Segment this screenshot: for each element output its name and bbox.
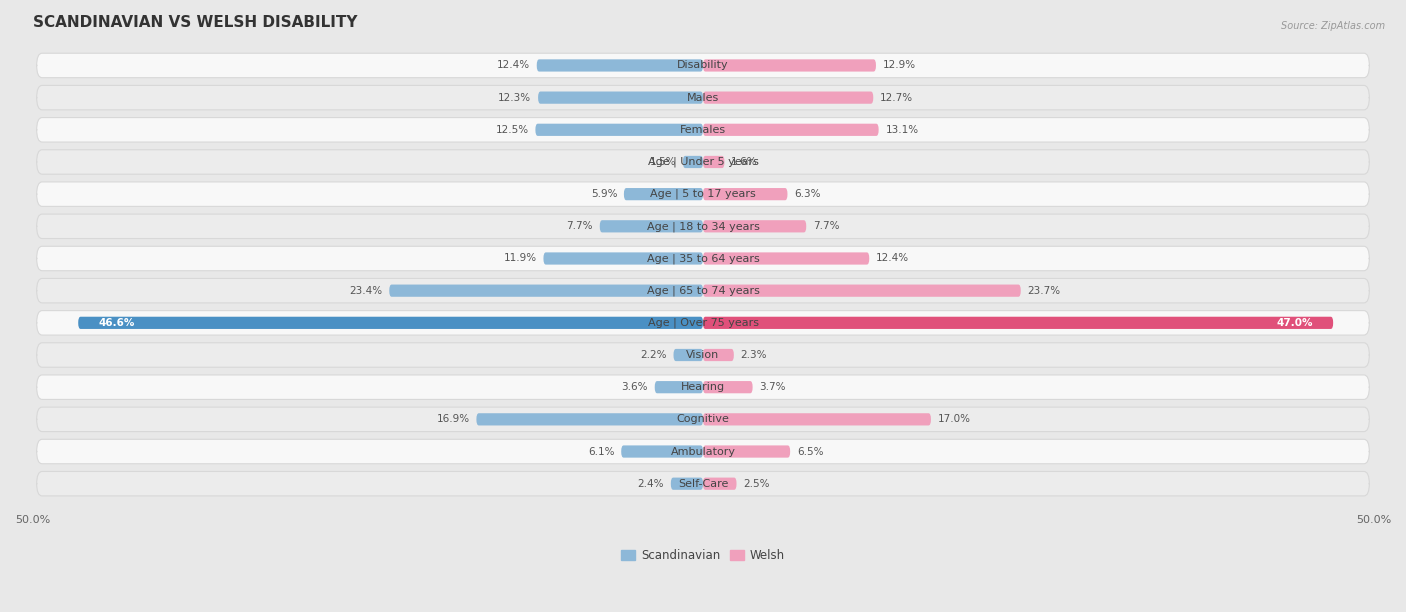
FancyBboxPatch shape xyxy=(389,285,703,297)
FancyBboxPatch shape xyxy=(621,446,703,458)
FancyBboxPatch shape xyxy=(703,92,873,104)
FancyBboxPatch shape xyxy=(703,252,869,264)
FancyBboxPatch shape xyxy=(703,156,724,168)
FancyBboxPatch shape xyxy=(37,439,1369,464)
Text: 3.7%: 3.7% xyxy=(759,382,786,392)
Text: 2.2%: 2.2% xyxy=(640,350,666,360)
FancyBboxPatch shape xyxy=(671,477,703,490)
Text: 23.7%: 23.7% xyxy=(1028,286,1060,296)
Text: Ambulatory: Ambulatory xyxy=(671,447,735,457)
FancyBboxPatch shape xyxy=(703,381,752,394)
FancyBboxPatch shape xyxy=(37,375,1369,400)
Text: 7.7%: 7.7% xyxy=(813,222,839,231)
FancyBboxPatch shape xyxy=(655,381,703,394)
Text: Age | 65 to 74 years: Age | 65 to 74 years xyxy=(647,285,759,296)
Text: 6.5%: 6.5% xyxy=(797,447,824,457)
FancyBboxPatch shape xyxy=(37,86,1369,110)
FancyBboxPatch shape xyxy=(37,246,1369,271)
Text: Self-Care: Self-Care xyxy=(678,479,728,489)
FancyBboxPatch shape xyxy=(37,278,1369,303)
Text: Source: ZipAtlas.com: Source: ZipAtlas.com xyxy=(1281,21,1385,31)
FancyBboxPatch shape xyxy=(703,124,879,136)
Text: Age | 18 to 34 years: Age | 18 to 34 years xyxy=(647,221,759,231)
FancyBboxPatch shape xyxy=(37,150,1369,174)
FancyBboxPatch shape xyxy=(537,59,703,72)
FancyBboxPatch shape xyxy=(37,471,1369,496)
Text: 2.3%: 2.3% xyxy=(741,350,768,360)
Text: 6.1%: 6.1% xyxy=(588,447,614,457)
Text: Females: Females xyxy=(681,125,725,135)
FancyBboxPatch shape xyxy=(37,214,1369,239)
Text: 12.4%: 12.4% xyxy=(876,253,910,264)
FancyBboxPatch shape xyxy=(703,349,734,361)
FancyBboxPatch shape xyxy=(538,92,703,104)
Text: Hearing: Hearing xyxy=(681,382,725,392)
FancyBboxPatch shape xyxy=(37,407,1369,431)
Text: 12.5%: 12.5% xyxy=(495,125,529,135)
Legend: Scandinavian, Welsh: Scandinavian, Welsh xyxy=(616,544,790,567)
FancyBboxPatch shape xyxy=(477,413,703,425)
FancyBboxPatch shape xyxy=(37,311,1369,335)
Text: 11.9%: 11.9% xyxy=(503,253,537,264)
Text: 13.1%: 13.1% xyxy=(886,125,918,135)
Text: Vision: Vision xyxy=(686,350,720,360)
Text: 12.7%: 12.7% xyxy=(880,92,912,103)
Text: 12.3%: 12.3% xyxy=(498,92,531,103)
FancyBboxPatch shape xyxy=(37,118,1369,142)
Text: Age | Over 75 years: Age | Over 75 years xyxy=(648,318,758,328)
Text: Age | Under 5 years: Age | Under 5 years xyxy=(648,157,758,167)
Text: 5.9%: 5.9% xyxy=(591,189,617,199)
FancyBboxPatch shape xyxy=(683,156,703,168)
FancyBboxPatch shape xyxy=(703,413,931,425)
Text: Males: Males xyxy=(688,92,718,103)
FancyBboxPatch shape xyxy=(37,343,1369,367)
FancyBboxPatch shape xyxy=(37,182,1369,206)
FancyBboxPatch shape xyxy=(703,59,876,72)
Text: SCANDINAVIAN VS WELSH DISABILITY: SCANDINAVIAN VS WELSH DISABILITY xyxy=(32,15,357,30)
FancyBboxPatch shape xyxy=(703,220,806,233)
FancyBboxPatch shape xyxy=(624,188,703,200)
FancyBboxPatch shape xyxy=(79,317,703,329)
Text: 7.7%: 7.7% xyxy=(567,222,593,231)
Text: Cognitive: Cognitive xyxy=(676,414,730,424)
FancyBboxPatch shape xyxy=(673,349,703,361)
FancyBboxPatch shape xyxy=(536,124,703,136)
FancyBboxPatch shape xyxy=(544,252,703,264)
Text: 47.0%: 47.0% xyxy=(1277,318,1313,328)
FancyBboxPatch shape xyxy=(703,477,737,490)
Text: 1.6%: 1.6% xyxy=(731,157,758,167)
FancyBboxPatch shape xyxy=(703,317,1333,329)
FancyBboxPatch shape xyxy=(703,188,787,200)
Text: 16.9%: 16.9% xyxy=(437,414,470,424)
Text: 1.5%: 1.5% xyxy=(650,157,676,167)
Text: 23.4%: 23.4% xyxy=(350,286,382,296)
Text: 6.3%: 6.3% xyxy=(794,189,821,199)
Text: Age | 35 to 64 years: Age | 35 to 64 years xyxy=(647,253,759,264)
FancyBboxPatch shape xyxy=(703,446,790,458)
Text: 2.5%: 2.5% xyxy=(744,479,769,489)
Text: 12.9%: 12.9% xyxy=(883,61,915,70)
Text: 3.6%: 3.6% xyxy=(621,382,648,392)
FancyBboxPatch shape xyxy=(600,220,703,233)
Text: 46.6%: 46.6% xyxy=(98,318,135,328)
Text: Disability: Disability xyxy=(678,61,728,70)
Text: 12.4%: 12.4% xyxy=(496,61,530,70)
FancyBboxPatch shape xyxy=(37,53,1369,78)
FancyBboxPatch shape xyxy=(703,285,1021,297)
Text: Age | 5 to 17 years: Age | 5 to 17 years xyxy=(650,189,756,200)
Text: 17.0%: 17.0% xyxy=(938,414,970,424)
Text: 2.4%: 2.4% xyxy=(637,479,664,489)
